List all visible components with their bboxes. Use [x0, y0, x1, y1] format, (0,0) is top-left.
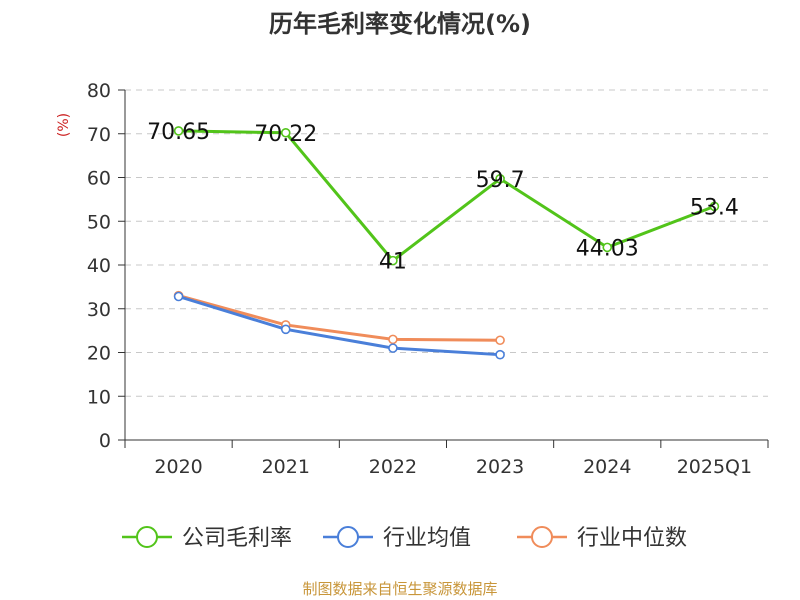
y-tick-label: 0: [99, 430, 111, 452]
x-tick-label: 2025Q1: [677, 456, 752, 478]
legend[interactable]: 公司毛利率 行业均值 行业中位数: [122, 526, 687, 551]
data-label: 41: [379, 250, 407, 275]
data-point: [388, 334, 398, 345]
y-tick-label: 50: [87, 211, 111, 233]
y-tick-label: 30: [87, 299, 111, 321]
y-tick-label: 20: [87, 343, 111, 365]
data-point: [709, 201, 720, 212]
axes: 0 10 20 30 40 50 60 70 80 2020 2021 2022 2023 2024 202…: [87, 80, 769, 478]
y-tick-label: 70: [87, 124, 111, 146]
data-label: 59.7: [476, 168, 525, 193]
legend-label: 行业中位数: [577, 526, 687, 551]
y-tick-label: 10: [87, 386, 111, 408]
data-label: 44.03: [576, 236, 639, 261]
y-axis-label: (%): [56, 113, 72, 137]
legend-label: 公司毛利率: [182, 526, 292, 551]
legend-item-1[interactable]: 行业均值: [323, 526, 471, 551]
source-note: 制图数据来自恒生聚源数据库: [302, 580, 498, 598]
legend-item-2[interactable]: 行业中位数: [517, 526, 687, 551]
data-labels: 70.65 70.22 41 59.7 44.03 53.4: [147, 120, 739, 275]
data-label: 53.4: [690, 195, 739, 220]
chart-title: 历年毛利率变化情况(%): [269, 10, 531, 38]
data-point: [280, 324, 291, 335]
y-tick-label: 60: [87, 168, 111, 190]
data-point: [173, 291, 184, 302]
data-point: [388, 255, 398, 266]
data-point: [602, 242, 613, 253]
x-tick-label: 2020: [154, 456, 202, 478]
data-point: [495, 174, 505, 184]
y-axis-title: (%): [56, 113, 72, 137]
series-line-1: [177, 295, 502, 357]
y-tick-label: 40: [87, 255, 111, 277]
data-point: [173, 126, 184, 136]
data-point: [388, 343, 398, 353]
series-line-2: [177, 294, 502, 342]
legend-item-0[interactable]: 公司毛利率: [122, 526, 292, 551]
data-point: [495, 349, 505, 360]
x-tick-label: 2021: [262, 456, 310, 478]
legend-marker: [531, 526, 553, 548]
x-tick-label: 2023: [476, 456, 524, 478]
x-tick-label: 2024: [583, 456, 631, 478]
x-tick-label: 2022: [369, 456, 417, 478]
legend-marker: [136, 526, 158, 548]
legend-marker: [337, 526, 359, 548]
data-label: 70.65: [147, 120, 210, 145]
data-label: 70.22: [254, 122, 317, 147]
data-point: [280, 127, 291, 138]
series-line-0: [177, 129, 716, 263]
data-point: [495, 335, 505, 346]
series-lines: [173, 126, 720, 360]
legend-label: 行业均值: [383, 526, 471, 551]
y-tick-label: 80: [87, 80, 111, 102]
